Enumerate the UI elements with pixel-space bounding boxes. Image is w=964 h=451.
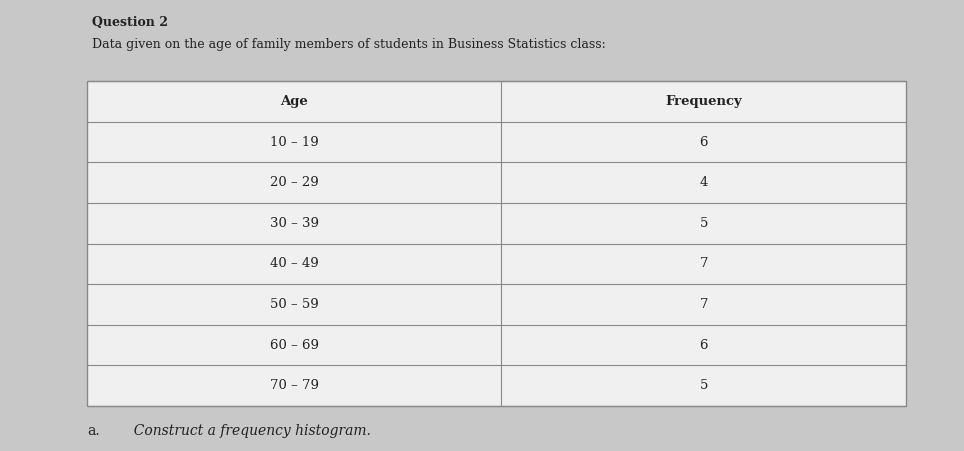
Text: 4: 4	[700, 176, 708, 189]
Text: 7: 7	[700, 298, 708, 311]
Text: 20 – 29: 20 – 29	[270, 176, 318, 189]
Text: 70 – 79: 70 – 79	[270, 379, 318, 392]
Text: 30 – 39: 30 – 39	[270, 217, 318, 230]
Text: a.: a.	[87, 424, 99, 438]
Text: Frequency: Frequency	[665, 95, 742, 108]
Text: 6: 6	[700, 136, 708, 148]
Text: 10 – 19: 10 – 19	[270, 136, 318, 148]
Text: 60 – 69: 60 – 69	[270, 339, 318, 351]
Bar	[87, 81, 906, 406]
Text: Data given on the age of family members of students in Business Statistics class: Data given on the age of family members …	[92, 38, 605, 51]
Text: Age: Age	[281, 95, 308, 108]
Text: 6: 6	[700, 339, 708, 351]
Text: 50 – 59: 50 – 59	[270, 298, 318, 311]
Text: Construct a frequency histogram.: Construct a frequency histogram.	[125, 424, 371, 438]
Text: Question 2: Question 2	[92, 16, 168, 29]
Text: 5: 5	[700, 379, 708, 392]
Bar	[87, 81, 906, 406]
Text: 40 – 49: 40 – 49	[270, 258, 318, 270]
Text: 5: 5	[700, 217, 708, 230]
Text: 7: 7	[700, 258, 708, 270]
